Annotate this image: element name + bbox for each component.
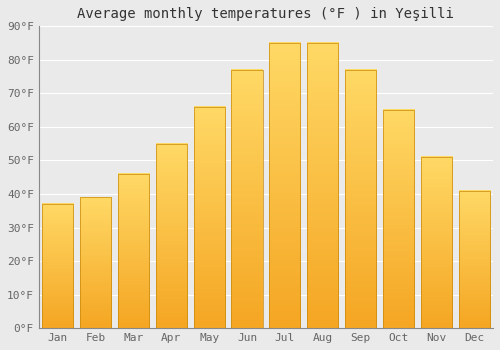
Bar — [42, 204, 74, 328]
Bar — [194, 107, 224, 328]
Bar — [421, 157, 452, 328]
Title: Average monthly temperatures (°F ) in Yeşilli: Average monthly temperatures (°F ) in Ye… — [78, 7, 454, 21]
Bar — [307, 43, 338, 328]
Bar — [118, 174, 149, 328]
Bar — [458, 191, 490, 328]
Bar — [156, 144, 187, 328]
Bar — [270, 43, 300, 328]
Bar — [80, 197, 111, 328]
Bar — [345, 70, 376, 328]
Bar — [232, 70, 262, 328]
Bar — [383, 110, 414, 328]
